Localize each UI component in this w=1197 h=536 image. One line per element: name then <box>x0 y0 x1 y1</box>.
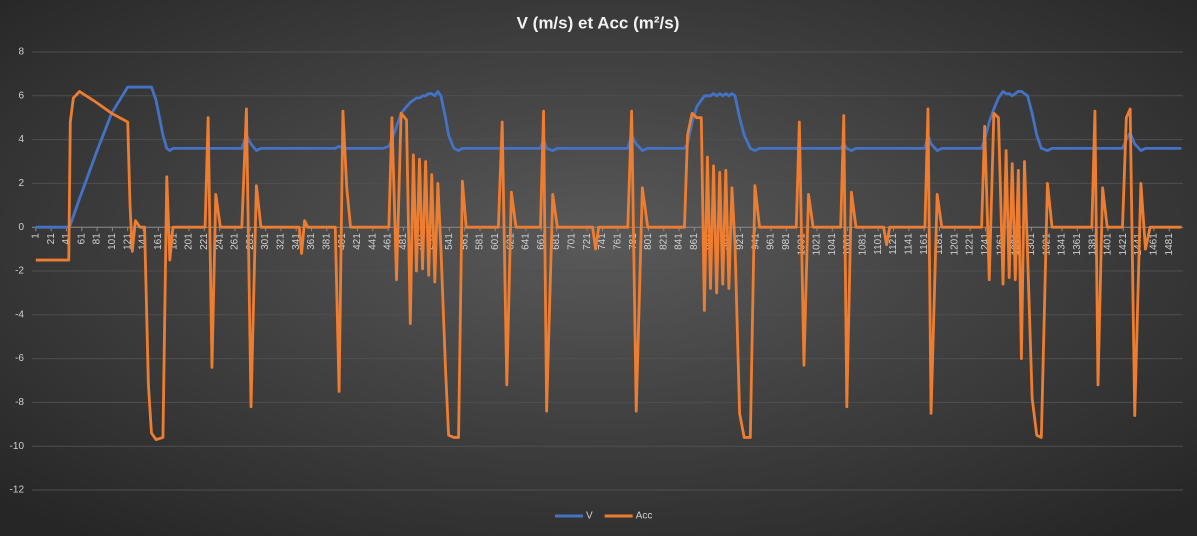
y-tick-label: -2 <box>15 266 24 277</box>
x-tick-label: 761 <box>612 233 623 250</box>
x-tick-label: 1301 <box>1026 233 1037 256</box>
x-tick-label: 1201 <box>949 233 960 256</box>
y-tick-label: -12 <box>10 485 25 496</box>
x-tick-label: 81 <box>92 233 103 245</box>
x-tick-label: 1141 <box>903 233 914 255</box>
x-tick-label: 61 <box>76 233 87 245</box>
x-tick-label: 1481 <box>1164 233 1175 256</box>
x-tick-label: 601 <box>490 233 501 250</box>
x-tick-label: 341 <box>291 233 302 250</box>
x-tick-label: 501 <box>413 233 424 250</box>
x-tick-label: 941 <box>750 233 761 250</box>
x-tick-label: 321 <box>276 233 287 250</box>
x-tick-label: 241 <box>214 233 225 250</box>
x-tick-label: 1421 <box>1118 233 1129 256</box>
x-tick-label: 721 <box>582 233 593 250</box>
y-tick-label: 4 <box>18 134 24 145</box>
x-tick-label: 141 <box>138 233 149 250</box>
x-tick-label: 1061 <box>842 233 853 256</box>
x-tick-label: 101 <box>107 233 118 250</box>
x-tick-label: 681 <box>551 233 562 250</box>
legend-label: Acc <box>636 511 653 522</box>
y-tick-label: -6 <box>15 353 24 364</box>
x-tick-label: 1461 <box>1149 233 1160 256</box>
x-tick-label: 421 <box>352 233 363 250</box>
x-tick-label: 541 <box>444 233 455 250</box>
x-tick-label: 921 <box>735 233 746 250</box>
x-tick-label: 701 <box>567 233 578 250</box>
x-tick-label: 1401 <box>1103 233 1114 256</box>
x-tick-label: 261 <box>230 233 241 250</box>
x-tick-label: 821 <box>658 233 669 250</box>
x-tick-label: 1241 <box>980 233 991 256</box>
series-line <box>35 85 1182 229</box>
x-tick-label: 1161 <box>919 233 930 255</box>
x-tick-label: 581 <box>475 233 486 250</box>
x-tick-label: 1021 <box>812 233 823 256</box>
y-tick-label: 2 <box>18 178 24 189</box>
x-tick-label: 1101 <box>873 233 884 255</box>
x-tick-label: 741 <box>597 233 608 250</box>
x-tick-label: 361 <box>306 233 317 250</box>
x-tick-label: 21 <box>46 233 57 245</box>
y-tick-label: -4 <box>15 309 24 320</box>
x-tick-label: 961 <box>766 233 777 250</box>
x-tick-label: 1081 <box>858 233 869 256</box>
y-tick-label: 6 <box>18 90 24 101</box>
y-tick-label: -10 <box>10 441 25 452</box>
legend-label: V <box>586 511 593 522</box>
x-tick-label: 1221 <box>965 233 976 256</box>
chart-title: V (m/s) et Acc (m²/s) <box>517 13 680 32</box>
x-tick-label: 661 <box>536 233 547 250</box>
x-tick-label: 301 <box>260 233 271 250</box>
x-tick-label: 841 <box>674 233 685 250</box>
x-tick-label: 161 <box>153 233 164 250</box>
x-tick-label: 461 <box>383 233 394 250</box>
x-tick-label: 641 <box>521 233 532 250</box>
x-tick-label: 1361 <box>1072 233 1083 256</box>
x-tick-label: 381 <box>321 233 332 250</box>
x-tick-label: 181 <box>168 233 179 250</box>
x-tick-label: 1041 <box>827 233 838 256</box>
x-tick-label: 1341 <box>1057 233 1068 256</box>
x-tick-label: 1381 <box>1087 233 1098 256</box>
x-tick-label: 481 <box>398 233 409 250</box>
x-tick-label: 981 <box>781 233 792 250</box>
x-tick-label: 1 <box>30 233 41 239</box>
x-tick-label: 1121 <box>888 233 899 255</box>
x-tick-label: 281 <box>245 233 256 250</box>
series-line <box>35 90 1182 442</box>
x-tick-label: 861 <box>689 233 700 250</box>
x-tick-label: 121 <box>122 233 133 250</box>
x-tick-label: 441 <box>367 233 378 250</box>
x-tick-label: 561 <box>459 233 470 250</box>
x-tick-label: 801 <box>643 233 654 250</box>
x-tick-label: 221 <box>199 233 210 250</box>
x-tick-label: 1181 <box>934 233 945 255</box>
y-tick-label: -8 <box>15 397 24 408</box>
y-tick-label: 0 <box>18 222 24 233</box>
x-tick-label: 41 <box>61 233 72 245</box>
x-tick-label: 201 <box>184 233 195 250</box>
y-tick-label: 8 <box>18 47 24 58</box>
